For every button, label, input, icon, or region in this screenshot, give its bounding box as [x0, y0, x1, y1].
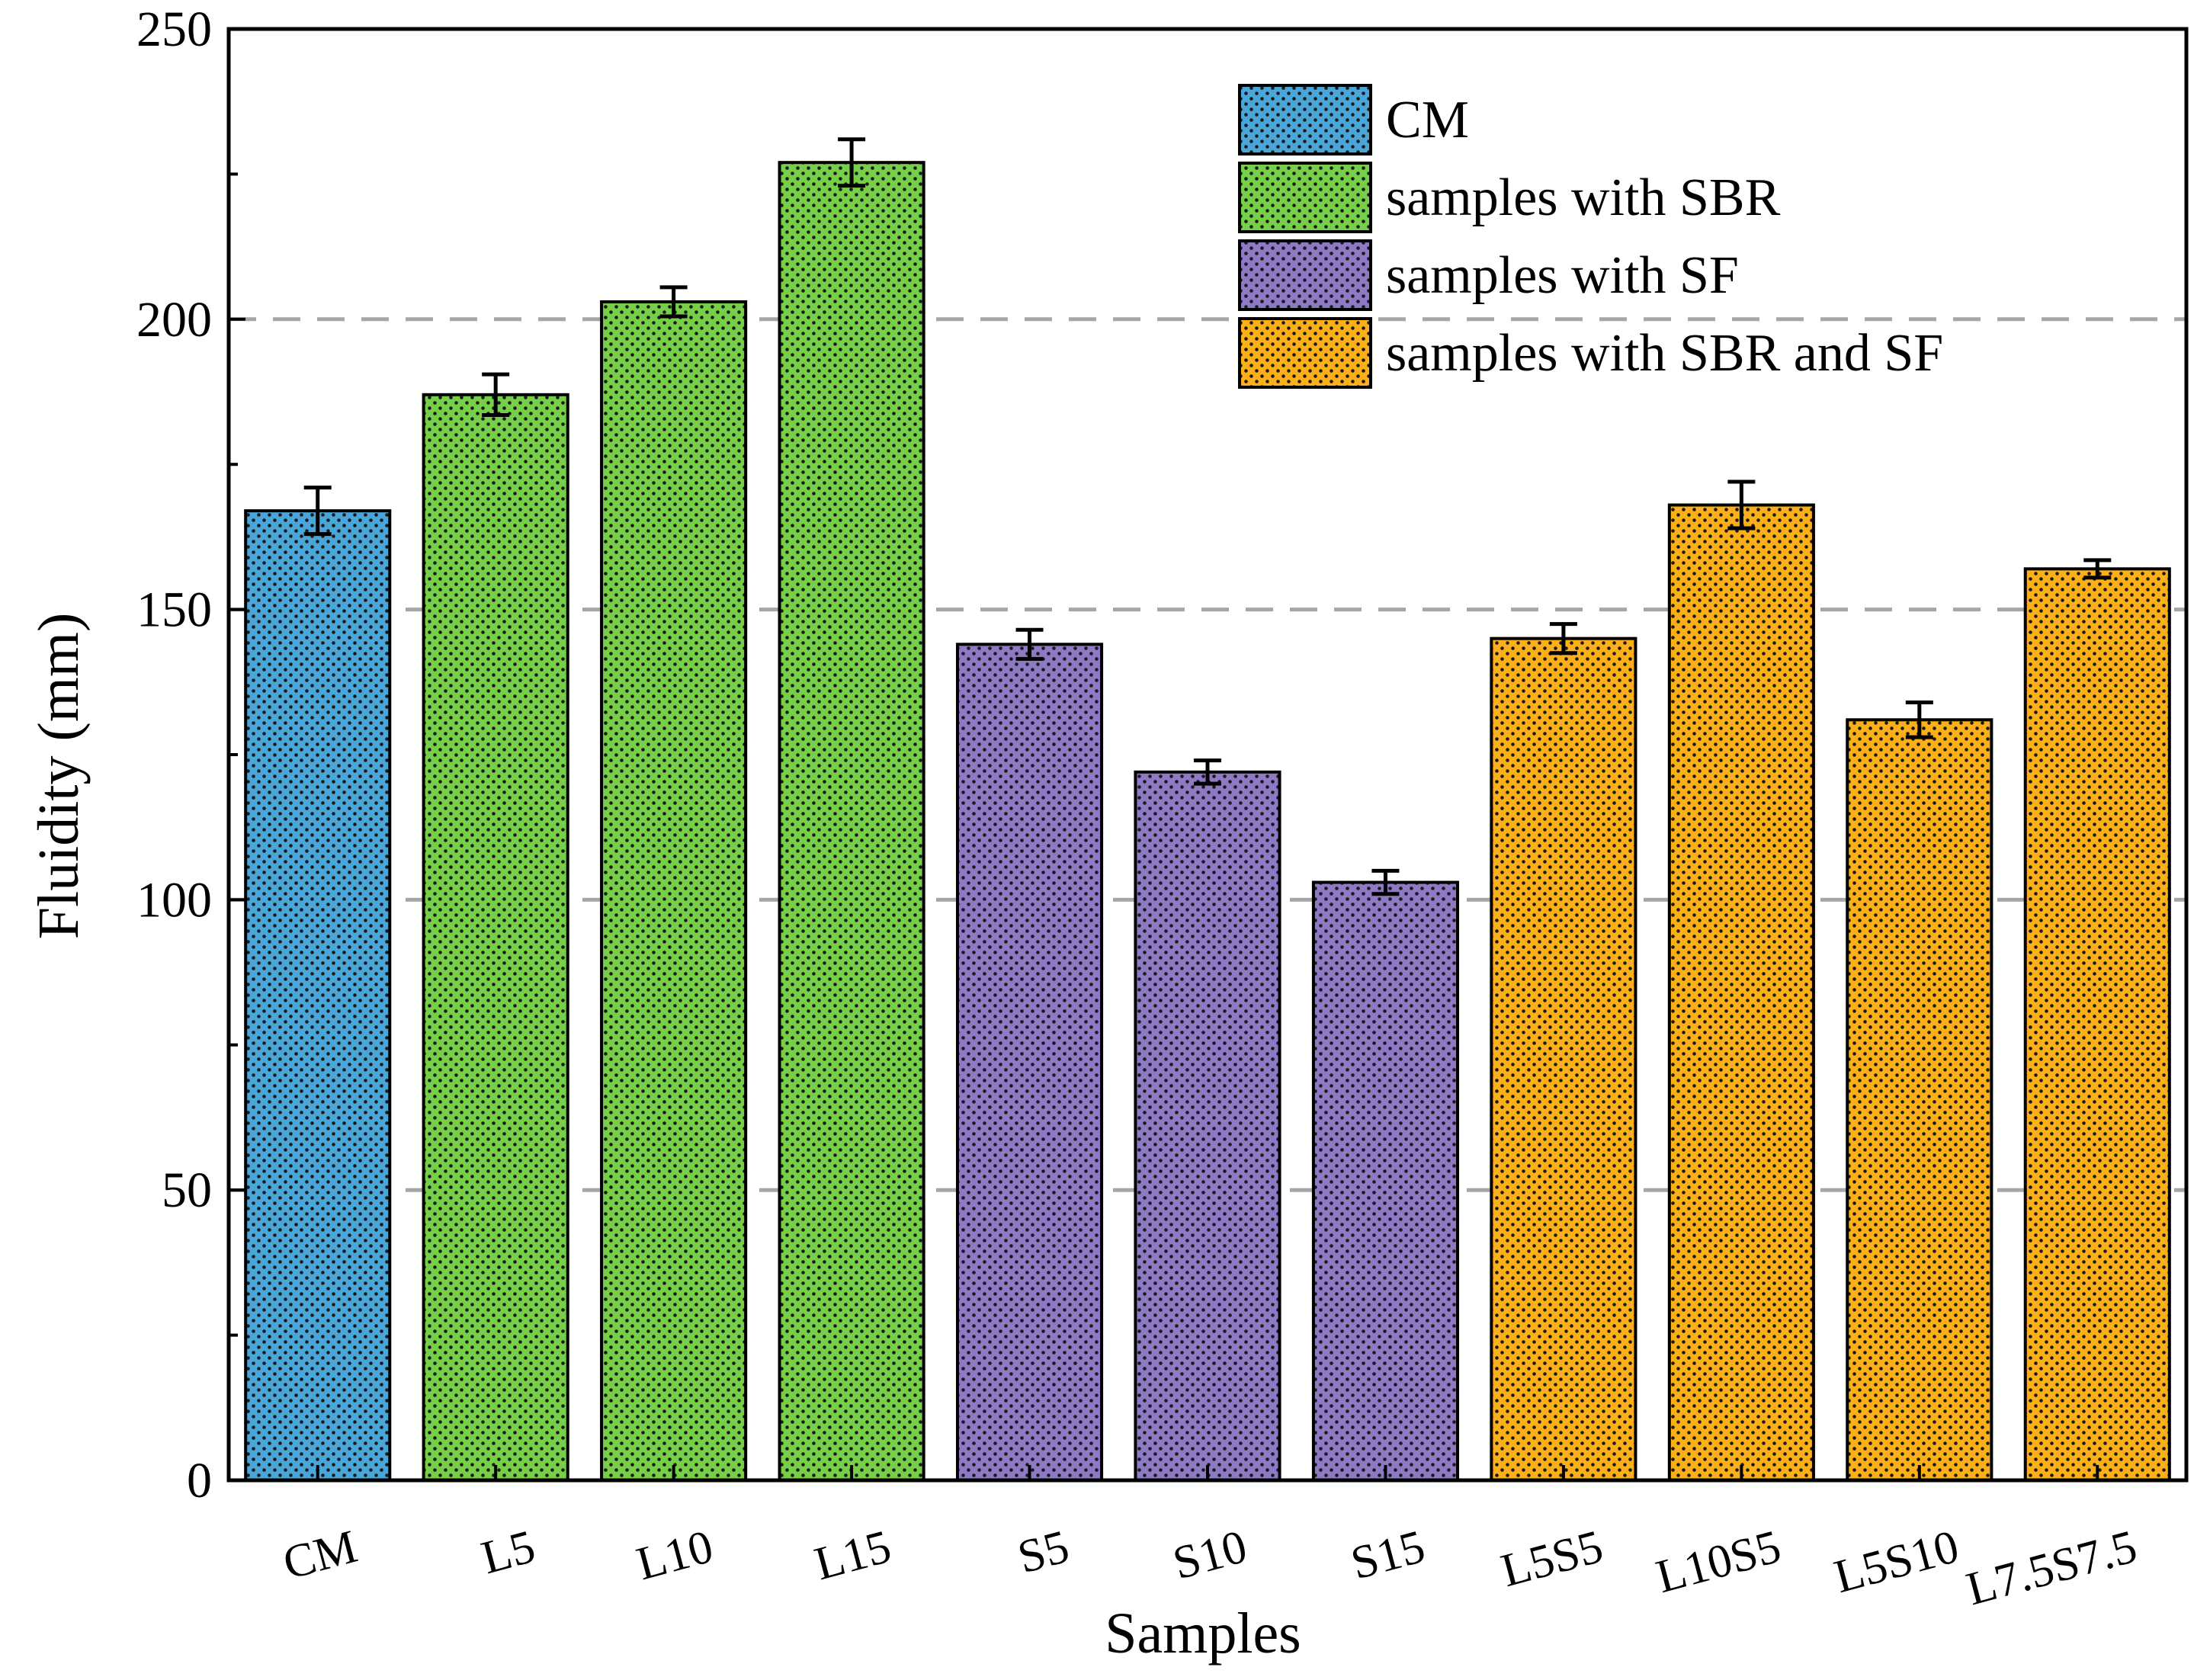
error-bar-L5S5: [1549, 622, 1577, 656]
bar-S10: [1134, 770, 1281, 1482]
error-bar-S10: [1194, 758, 1221, 786]
y-tick-label-0: 0: [187, 1453, 212, 1508]
axes: 0 50 100 150 200 250: [136, 2, 2189, 1508]
legend-swatch-SF: [1238, 239, 1372, 311]
legend-swatch-SBRSF: [1238, 317, 1372, 389]
bar-L5S5: [1490, 636, 1637, 1482]
legend-swatch-SBR: [1238, 162, 1372, 233]
x-axis-title: Samples: [1105, 1601, 1301, 1666]
bar-L7.5S7.5: [2023, 567, 2171, 1483]
x-tick-label-L10: L10: [631, 1521, 718, 1591]
x-tick-label-L15: L15: [810, 1521, 897, 1591]
x-tick-label-S10: S10: [1168, 1521, 1253, 1590]
bar-L10S5: [1667, 503, 1815, 1483]
y-axis-title: Fluidity (mm): [27, 613, 91, 940]
legend-label-SF: samples with SF: [1386, 246, 1739, 305]
x-tick-label-S15: S15: [1346, 1521, 1430, 1590]
x-tick-label-L5: L5: [476, 1521, 540, 1585]
y-tick-label-250: 250: [136, 2, 212, 57]
legend-label-CM: CM: [1386, 91, 1469, 149]
y-tick-label-200: 200: [136, 292, 212, 348]
error-bar-L5S10: [1905, 700, 1933, 739]
error-bar-L10: [659, 285, 688, 319]
error-bar-L10S5: [1727, 479, 1756, 531]
y-tick-label-50: 50: [162, 1162, 212, 1218]
bar-L10: [600, 300, 748, 1482]
legend-label-SBRSF: samples with SBR and SF: [1386, 324, 1943, 383]
x-tick-label-L7.5S7.5: L7.5S7.5: [1961, 1521, 2142, 1616]
bar-CM: [244, 509, 392, 1482]
bar-L5S10: [1846, 718, 1993, 1482]
bar-S15: [1311, 880, 1460, 1482]
x-tick-label-L5S5: L5S5: [1496, 1521, 1608, 1597]
x-tick-label-S5: S5: [1012, 1521, 1074, 1584]
error-bar-S5: [1015, 627, 1044, 661]
legend-label-SBR: samples with SBR: [1386, 168, 1781, 227]
y-tick-label-150: 150: [136, 582, 212, 638]
error-bar-L5: [482, 372, 510, 417]
error-bar-L7.5S7.5: [2083, 558, 2112, 580]
error-bar-L15: [838, 137, 866, 188]
x-tick-label-L10S5: L10S5: [1651, 1521, 1786, 1603]
bar-S5: [955, 643, 1104, 1482]
y-tick-label-100: 100: [136, 872, 212, 928]
bar-L15: [778, 161, 925, 1483]
legend: CM samples with SBR samples with SF samples…: [1238, 84, 1943, 389]
error-bar-S15: [1371, 868, 1400, 896]
error-bar-CM: [303, 486, 332, 537]
bar-L5: [422, 393, 569, 1482]
legend-swatch-CM: [1238, 84, 1372, 155]
x-tick-label-L5S10: L5S10: [1829, 1521, 1964, 1603]
x-tick-label-CM: CM: [278, 1521, 363, 1590]
